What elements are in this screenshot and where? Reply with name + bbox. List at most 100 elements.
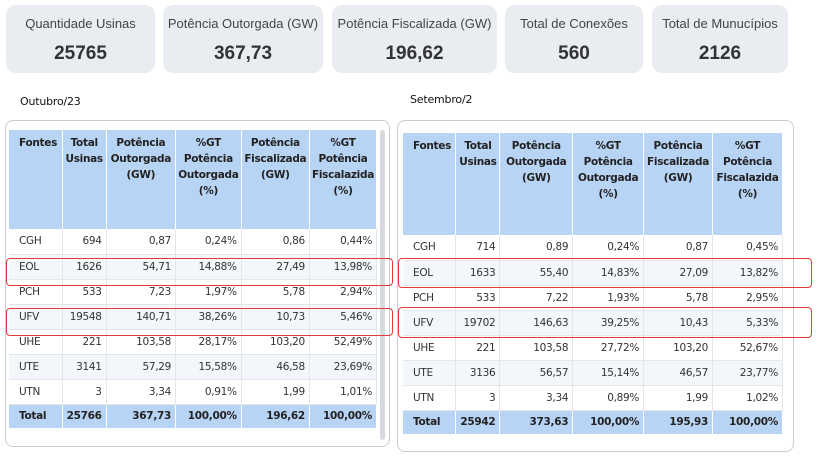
value-cell: 15,58%: [175, 354, 242, 380]
kpi-card-potencia-fiscalizada[interactable]: Potência Fiscalizada (GW) 196,62: [332, 5, 497, 73]
value-cell: 0,24%: [572, 235, 645, 261]
value-cell: 55,40: [499, 260, 574, 286]
column-header[interactable]: Total Usinas: [455, 133, 501, 235]
value-cell: 714: [455, 235, 501, 261]
value-cell: 13,82%: [712, 260, 783, 286]
kpi-value: 25765: [54, 43, 107, 64]
value-cell: 23,69%: [309, 354, 378, 380]
value-cell: 57,29: [106, 354, 177, 380]
value-cell: 46,57: [643, 360, 714, 386]
value-cell: 0,86: [241, 229, 310, 255]
value-cell: 3,34: [499, 385, 574, 411]
value-cell: 27,72%: [572, 335, 645, 361]
period-label-left: Outubro/23: [20, 95, 81, 108]
column-header[interactable]: Total Usinas: [62, 130, 107, 229]
column-header[interactable]: %GT Potência Fiscalazida (%): [712, 133, 783, 235]
source-cell: UHE: [9, 329, 63, 355]
value-cell: 1,01%: [309, 379, 378, 405]
table-row[interactable]: UTN 3 3,34 0,91% 1,99 1,01%: [9, 379, 378, 405]
kpi-card-total-conexoes[interactable]: Total de Conexões 560: [505, 5, 643, 73]
total-cell: 373,63: [499, 410, 574, 434]
value-cell: 5,46%: [309, 304, 378, 330]
column-header[interactable]: %GT Potência Outorgada (%): [175, 130, 242, 229]
total-row: Total 25942 373,63 100,00% 195,93 100,00…: [403, 410, 783, 434]
value-cell: 3: [455, 385, 501, 411]
value-cell: 103,58: [499, 335, 574, 361]
value-cell: 140,71: [106, 304, 177, 330]
source-cell: PCH: [403, 285, 457, 311]
value-cell: 1626: [62, 254, 107, 280]
table-row[interactable]: UHE 221 103,58 27,72% 103,20 52,67%: [403, 335, 783, 361]
kpi-card-quantidade-usinas[interactable]: Quantidade Usinas 25765: [6, 5, 155, 73]
kpi-card-total-municipios[interactable]: Total de Munucípios 2126: [652, 5, 788, 73]
table-row[interactable]: EOL 1633 55,40 14,83% 27,09 13,82%: [403, 260, 783, 286]
total-cell: 100,00%: [712, 410, 783, 434]
table-row[interactable]: UTE 3141 57,29 15,58% 46,58 23,69%: [9, 354, 378, 380]
value-cell: 14,88%: [175, 254, 242, 280]
table-row[interactable]: PCH 533 7,22 1,93% 5,78 2,95%: [403, 285, 783, 311]
column-header[interactable]: Fontes: [9, 130, 63, 229]
value-cell: 103,20: [241, 329, 310, 355]
value-cell: 10,73: [241, 304, 310, 330]
value-cell: 10,43: [643, 310, 714, 336]
value-cell: 39,25%: [572, 310, 645, 336]
column-header[interactable]: Potência Outorgada (GW): [499, 133, 574, 235]
column-header[interactable]: Potência Outorgada (GW): [106, 130, 177, 229]
table-row[interactable]: CGH 694 0,87 0,24% 0,86 0,44%: [9, 229, 378, 255]
source-cell: UFV: [9, 304, 63, 330]
kpi-label: Total de Conexões: [520, 16, 628, 31]
kpi-value: 196,62: [385, 43, 444, 64]
column-header[interactable]: Fontes: [403, 133, 457, 235]
value-cell: 3136: [455, 360, 501, 386]
total-cell: 195,93: [643, 410, 714, 434]
total-cell: 196,62: [241, 404, 310, 428]
table-body: CGH 694 0,87 0,24% 0,86 0,44% EOL 1626 54,71 14,8…: [9, 229, 378, 405]
value-cell: 19548: [62, 304, 107, 330]
column-header[interactable]: Potência Fiscalizada (GW): [643, 133, 714, 235]
table-body: CGH 714 0,89 0,24% 0,87 0,45% EOL 1633 55,40 14,8…: [403, 235, 783, 411]
value-cell: 0,89: [499, 235, 574, 261]
value-cell: 38,26%: [175, 304, 242, 330]
column-header[interactable]: %GT Potência Outorgada (%): [572, 133, 645, 235]
source-cell: UTE: [403, 360, 457, 386]
table-row[interactable]: UTE 3136 56,57 15,14% 46,57 23,77%: [403, 360, 783, 386]
kpi-label: Potência Outorgada (GW): [167, 16, 319, 31]
kpi-label: Quantidade Usinas: [25, 16, 136, 31]
value-cell: 1633: [455, 260, 501, 286]
table-row[interactable]: UFV 19548 140,71 38,26% 10,73 5,46%: [9, 304, 378, 330]
value-cell: 46,58: [241, 354, 310, 380]
kpi-label: Total de Munucípios: [662, 16, 778, 31]
value-cell: 54,71: [106, 254, 177, 280]
column-header[interactable]: %GT Potência Fiscalazida (%): [309, 130, 378, 229]
value-cell: 0,45%: [712, 235, 783, 261]
source-cell: UTN: [9, 379, 63, 405]
kpi-card-potencia-outorgada[interactable]: Potência Outorgada (GW) 367,73: [163, 5, 323, 73]
table-row[interactable]: PCH 533 7,23 1,97% 5,78 2,94%: [9, 279, 378, 305]
source-cell: UTN: [403, 385, 457, 411]
column-header[interactable]: Potência Fiscalizada (GW): [241, 130, 310, 229]
total-cell: Total: [9, 404, 63, 428]
total-cell: 25942: [455, 410, 501, 434]
value-cell: 2,95%: [712, 285, 783, 311]
value-cell: 56,57: [499, 360, 574, 386]
value-cell: 1,02%: [712, 385, 783, 411]
table-row[interactable]: CGH 714 0,89 0,24% 0,87 0,45%: [403, 235, 783, 261]
value-cell: 19702: [455, 310, 501, 336]
kpi-bar: Quantidade Usinas 25765 Potência Outorga…: [0, 0, 819, 80]
scrollbar-left[interactable]: [380, 130, 385, 440]
value-cell: 7,22: [499, 285, 574, 311]
source-cell: UHE: [403, 335, 457, 361]
table-row[interactable]: UFV 19702 146,63 39,25% 10,43 5,33%: [403, 310, 783, 336]
value-cell: 0,44%: [309, 229, 378, 255]
source-cell: PCH: [9, 279, 63, 305]
table-row[interactable]: EOL 1626 54,71 14,88% 27,49 13,98%: [9, 254, 378, 280]
table-row[interactable]: UHE 221 103,58 28,17% 103,20 52,49%: [9, 329, 378, 355]
source-cell: UTE: [9, 354, 63, 380]
table-row[interactable]: UTN 3 3,34 0,89% 1,99 1,02%: [403, 385, 783, 411]
source-cell: CGH: [403, 235, 457, 261]
data-table-left: Fontes Total Usinas Potência Outorgada (…: [9, 130, 378, 428]
value-cell: 103,58: [106, 329, 177, 355]
value-cell: 221: [455, 335, 501, 361]
total-cell: 100,00%: [572, 410, 645, 434]
value-cell: 103,20: [643, 335, 714, 361]
